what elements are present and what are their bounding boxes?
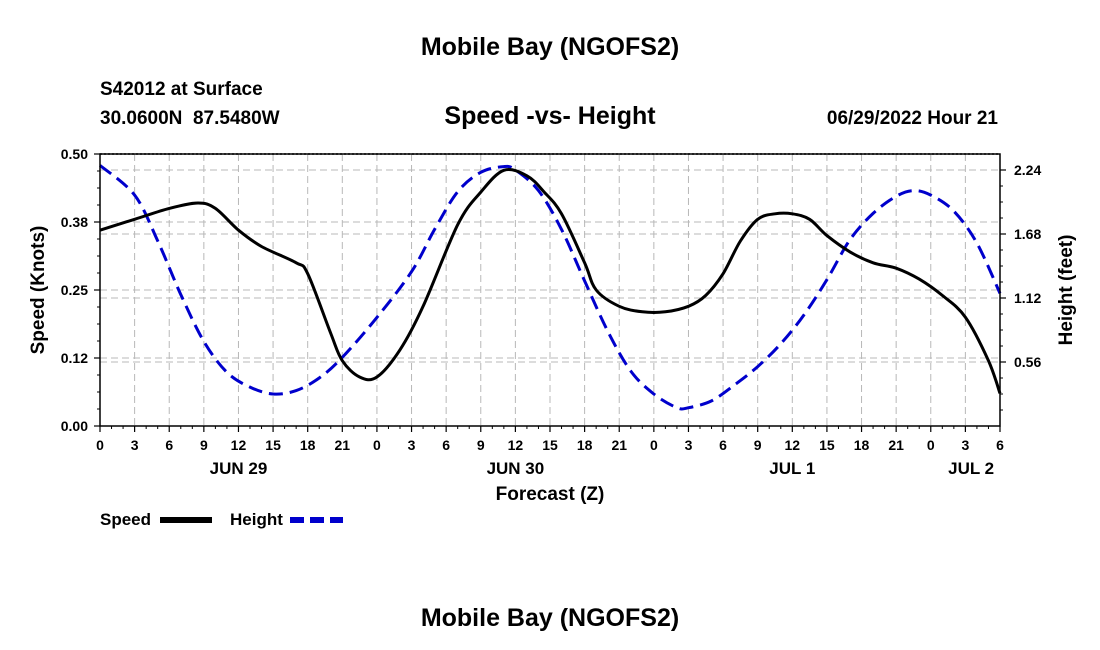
x-tick-label: 3 [961,437,969,453]
x-tick-label: 0 [927,437,935,453]
y-left-tick-label: 0.12 [61,350,88,366]
legend: Speed Height [100,510,343,529]
x-tick-label: 3 [131,437,139,453]
forecast-datetime: 06/29/2022 Hour 21 [827,108,999,129]
y-right-tick-label: 1.68 [1014,226,1041,242]
x-tick-label: 6 [165,437,173,453]
date-label: JUN 30 [487,459,545,478]
height-series-line [99,164,1002,411]
axes: 0 3 6 9 12 15 18 21 0 3 6 9 12 15 18 21 0 3 6 9 12 15 18 21 0 3 6J… [61,146,1042,478]
x-tick-label: 0 [373,437,381,453]
x-tick-label: 6 [719,437,727,453]
x-tick-label: 12 [508,437,524,453]
x-tick-label: 0 [650,437,658,453]
y-left-tick-label: 0.38 [61,214,88,230]
x-tick-label: 12 [785,437,801,453]
x-tick-label: 6 [442,437,450,453]
speed-series-line [99,168,1002,394]
legend-height-label: Height [230,510,283,529]
x-tick-label: 0 [96,437,104,453]
y-left-tick-label: 0.25 [61,282,88,298]
x-tick-label: 15 [819,437,835,453]
series-layer [99,164,1002,411]
y-axis-right-title: Height (feet) [1056,235,1077,346]
x-tick-label: 21 [335,437,351,453]
footer-title: Mobile Bay (NGOFS2) [421,604,679,632]
grid-lines [100,154,1000,426]
y-left-tick-label: 0.50 [61,146,88,162]
y-left-tick-label: 0.00 [61,418,88,434]
x-tick-label: 9 [200,437,208,453]
x-tick-label: 18 [577,437,593,453]
x-tick-label: 3 [685,437,693,453]
x-tick-label: 9 [477,437,485,453]
date-label: JUN 29 [210,459,268,478]
x-tick-label: 18 [300,437,316,453]
legend-speed-label: Speed [100,510,151,529]
station-label: S42012 at Surface [100,79,263,100]
x-tick-label: 15 [542,437,558,453]
x-tick-label: 15 [265,437,281,453]
x-tick-label: 21 [611,437,627,453]
y-axis-left-title: Speed (Knots) [28,226,49,355]
x-tick-label: 9 [754,437,762,453]
chart-subtitle: Speed -vs- Height [444,102,656,130]
x-tick-label: 12 [231,437,247,453]
x-axis-title: Forecast (Z) [496,484,605,505]
x-tick-label: 18 [854,437,870,453]
date-label: JUL 1 [769,459,815,478]
page-title: Mobile Bay (NGOFS2) [421,33,679,61]
date-label: JUL 2 [948,459,994,478]
x-tick-label: 21 [888,437,904,453]
y-right-tick-label: 0.56 [1014,354,1041,370]
y-right-tick-label: 1.12 [1014,290,1041,306]
y-right-tick-label: 2.24 [1014,162,1041,178]
station-coords: 30.0600N 87.5480W [100,108,280,129]
x-tick-label: 3 [408,437,416,453]
x-tick-label: 6 [996,437,1004,453]
